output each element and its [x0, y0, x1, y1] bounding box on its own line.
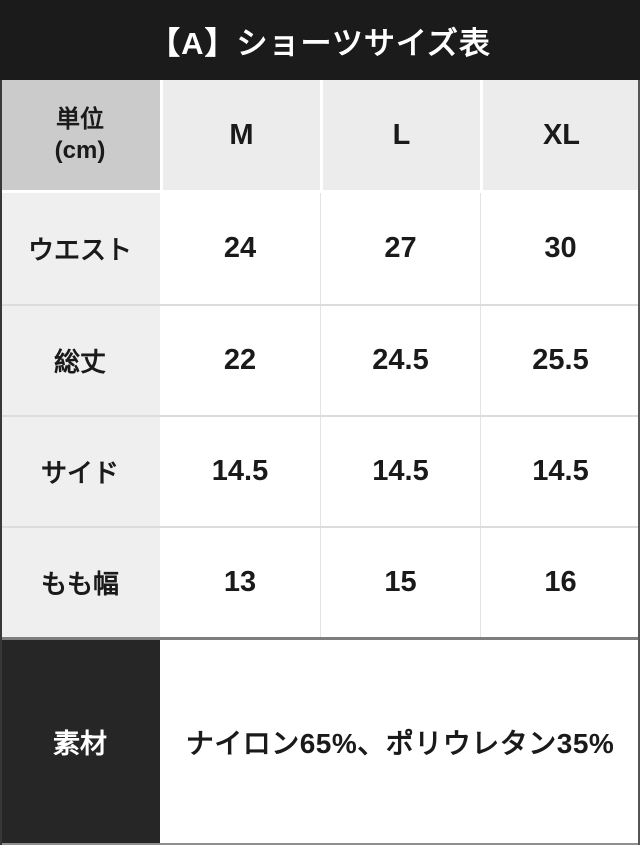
cell-value: 14.5 [480, 417, 640, 526]
size-header-m: M [160, 80, 320, 190]
cell-value: 16 [480, 528, 640, 637]
material-section: 素材 ナイロン65%、ポリウレタン35% [0, 637, 640, 845]
cell-value: 22 [160, 306, 320, 415]
unit-label-line2: (cm) [54, 137, 106, 164]
size-header-xl: XL [480, 80, 640, 190]
cell-value: 30 [480, 193, 640, 304]
cell-value: 24.5 [320, 306, 480, 415]
row-label: もも幅 [0, 528, 160, 637]
cell-value: 25.5 [480, 306, 640, 415]
title-bar: 【A】ショーツサイズ表 [0, 0, 640, 80]
cell-value: 14.5 [320, 417, 480, 526]
material-label-cell: 素材 [0, 640, 160, 843]
row-label: ウエスト [0, 193, 160, 304]
size-table-header-row: 単位 (cm) M L XL [0, 80, 640, 193]
unit-header-cell: 単位 (cm) [0, 80, 160, 190]
cell-value: 14.5 [160, 417, 320, 526]
cell-value: 15 [320, 528, 480, 637]
size-header-l: L [320, 80, 480, 190]
cell-value: 24 [160, 193, 320, 304]
material-value-cell: ナイロン65%、ポリウレタン35% [160, 640, 640, 843]
table-row-side: サイド 14.5 14.5 14.5 [0, 415, 640, 526]
table-row-thigh-width: もも幅 13 15 16 [0, 526, 640, 637]
cell-value: 27 [320, 193, 480, 304]
unit-label-line1: 単位 [56, 105, 104, 133]
row-label: 総丈 [0, 306, 160, 415]
table-row-total-length: 総丈 22 24.5 25.5 [0, 304, 640, 415]
row-label: サイド [0, 417, 160, 526]
table-row-waist: ウエスト 24 27 30 [0, 193, 640, 304]
page-title: 【A】ショーツサイズ表 [149, 25, 491, 61]
size-table: 単位 (cm) M L XL ウエスト 24 27 30 総丈 22 24.5 … [0, 80, 640, 637]
cell-value: 13 [160, 528, 320, 637]
